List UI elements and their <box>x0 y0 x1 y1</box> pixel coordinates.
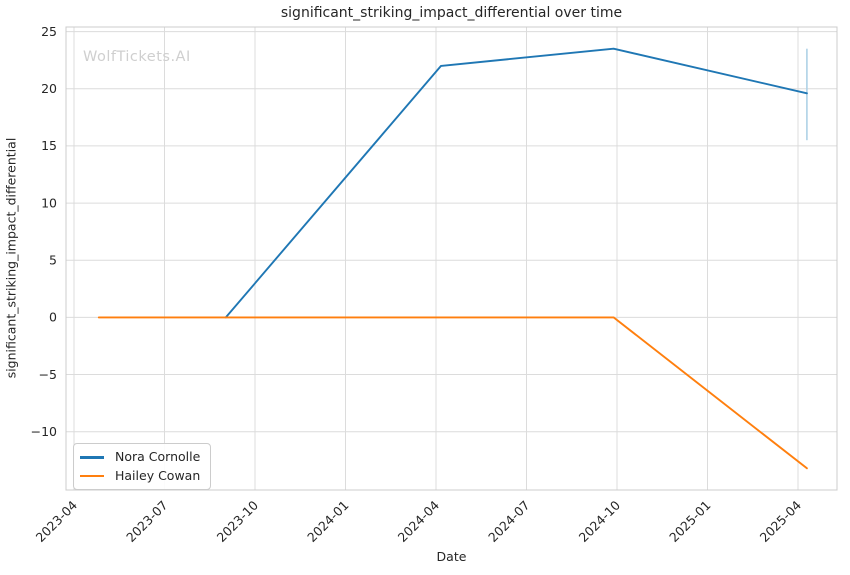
x-axis-label: Date <box>436 549 467 564</box>
svg-text:2025-01: 2025-01 <box>666 498 714 546</box>
legend-item-hailey-cowan: Hailey Cowan <box>80 467 200 486</box>
legend: Nora Cornolle Hailey Cowan <box>73 443 212 490</box>
svg-text:2023-04: 2023-04 <box>33 497 81 545</box>
svg-text:2025-04: 2025-04 <box>757 497 805 545</box>
legend-item-nora-cornolle: Nora Cornolle <box>80 448 200 467</box>
svg-text:−10: −10 <box>31 424 57 439</box>
svg-text:2024-07: 2024-07 <box>485 498 533 546</box>
svg-text:2024-01: 2024-01 <box>304 498 352 546</box>
svg-text:−5: −5 <box>39 367 57 382</box>
svg-text:2023-07: 2023-07 <box>123 498 171 546</box>
svg-text:2024-04: 2024-04 <box>395 497 443 545</box>
svg-text:2024-10: 2024-10 <box>576 497 624 545</box>
y-axis-label: significant_striking_impact_differential <box>3 137 19 379</box>
legend-line-swatch-orange <box>80 474 104 477</box>
legend-label: Hailey Cowan <box>115 467 201 483</box>
svg-text:10: 10 <box>41 195 57 210</box>
svg-text:15: 15 <box>41 138 57 153</box>
watermark-text: WolfTickets.AI <box>83 49 191 65</box>
svg-text:20: 20 <box>41 81 57 96</box>
svg-text:25: 25 <box>41 24 57 39</box>
chart-title: significant_striking_impact_differential… <box>280 5 623 21</box>
svg-text:2023-10: 2023-10 <box>214 497 262 545</box>
legend-line-swatch-blue <box>80 456 104 459</box>
svg-text:5: 5 <box>49 253 57 268</box>
legend-label: Nora Cornolle <box>115 449 201 464</box>
svg-text:0: 0 <box>49 310 57 325</box>
